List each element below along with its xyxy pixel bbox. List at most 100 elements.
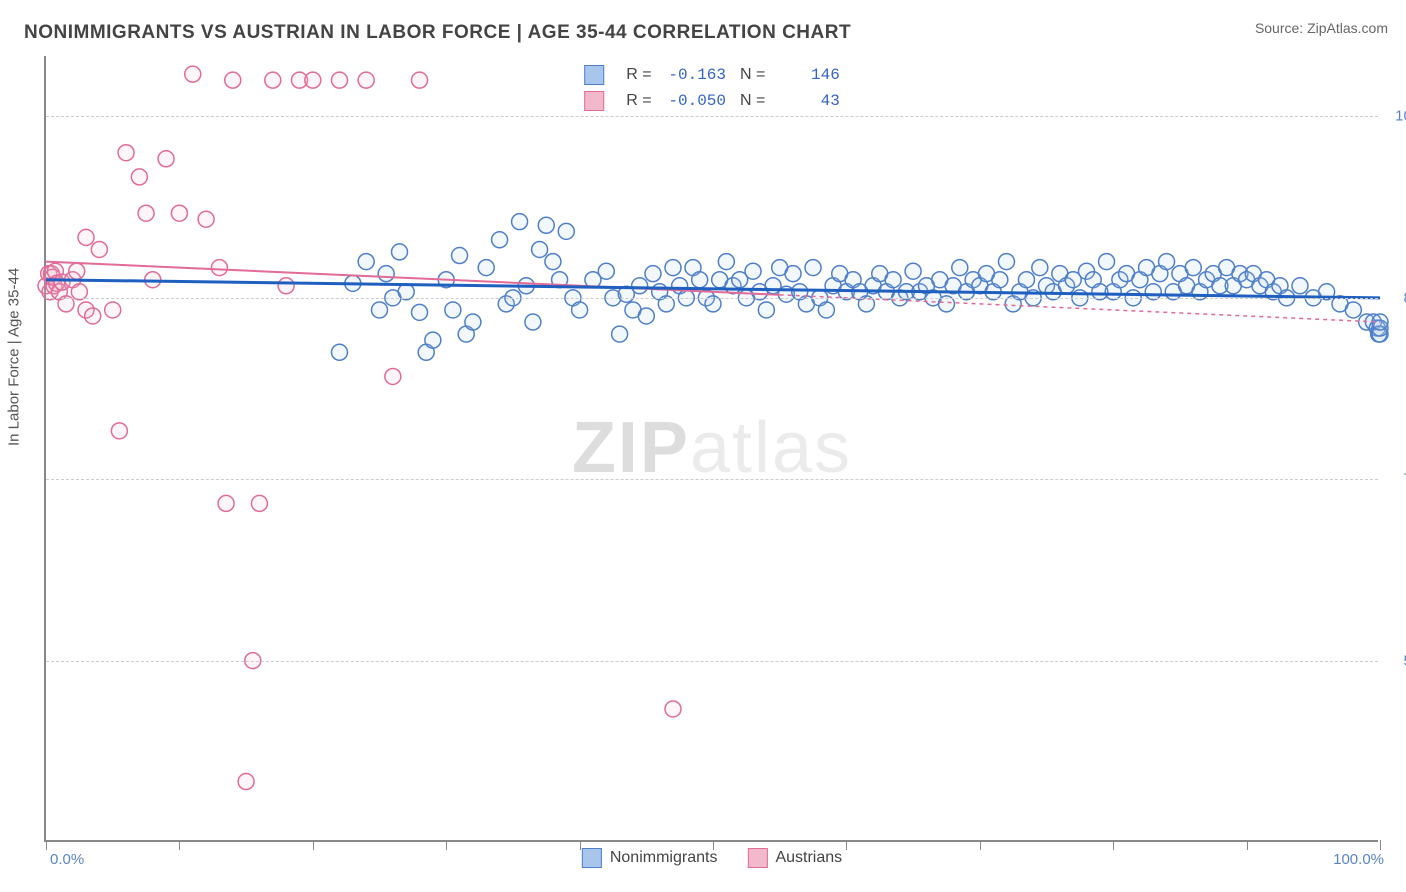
x-tick — [580, 840, 581, 850]
swatch-nonimmigrants-icon — [584, 65, 604, 85]
grid-line — [46, 298, 1378, 299]
scatter-point — [805, 260, 821, 276]
scatter-point — [358, 72, 374, 88]
scatter-point — [992, 272, 1008, 288]
n-value-austrians: 43 — [770, 88, 840, 114]
scatter-point — [745, 263, 761, 279]
scatter-point — [718, 254, 734, 270]
scatter-point — [572, 302, 588, 318]
r-label: R = — [626, 66, 651, 83]
legend-item-nonimmigrants: Nonimmigrants — [582, 848, 718, 868]
x-tick — [1380, 840, 1381, 850]
scatter-point — [412, 304, 428, 320]
scatter-point — [372, 302, 388, 318]
scatter-point — [78, 229, 94, 245]
scatter-point — [478, 260, 494, 276]
scatter-point — [952, 260, 968, 276]
grid-line — [46, 116, 1378, 117]
n-label: N = — [740, 92, 765, 109]
scatter-point — [445, 302, 461, 318]
scatter-point — [612, 326, 628, 342]
scatter-point — [105, 302, 121, 318]
scatter-point — [385, 368, 401, 384]
legend-label-austrians: Austrians — [775, 849, 842, 866]
scatter-point — [638, 308, 654, 324]
n-label: N = — [740, 66, 765, 83]
scatter-point — [465, 314, 481, 330]
scatter-point — [545, 254, 561, 270]
n-value-nonimmigrants: 146 — [770, 62, 840, 88]
x-label-max: 100.0% — [1333, 851, 1384, 868]
scatter-point — [378, 266, 394, 282]
scatter-point — [111, 423, 127, 439]
x-tick — [1113, 840, 1114, 850]
swatch-austrians-icon — [584, 91, 604, 111]
scatter-point — [532, 241, 548, 257]
y-axis-title: In Labor Force | Age 35-44 — [6, 268, 23, 446]
scatter-point — [392, 244, 408, 260]
scatter-point — [91, 241, 107, 257]
legend-row-austrians: R = -0.050 N = 43 — [584, 88, 840, 114]
scatter-point — [692, 272, 708, 288]
scatter-point — [1099, 254, 1115, 270]
scatter-point — [211, 260, 227, 276]
grid-line — [46, 479, 1378, 480]
x-tick — [980, 840, 981, 850]
x-tick — [313, 840, 314, 850]
scatter-point — [198, 211, 214, 227]
x-tick — [1247, 840, 1248, 850]
scatter-point — [171, 205, 187, 221]
scatter-point — [218, 495, 234, 511]
scatter-point — [758, 302, 774, 318]
y-tick-label: 100.0% — [1395, 108, 1406, 125]
scatter-point — [158, 151, 174, 167]
scatter-point — [512, 214, 528, 230]
scatter-point — [665, 701, 681, 717]
scatter-point — [492, 232, 508, 248]
scatter-point — [818, 302, 834, 318]
scatter-point — [1185, 260, 1201, 276]
scatter-point — [452, 248, 468, 264]
scatter-point — [118, 145, 134, 161]
legend-item-austrians: Austrians — [747, 848, 842, 868]
x-tick — [46, 840, 47, 850]
legend-label-nonimmigrants: Nonimmigrants — [610, 849, 718, 866]
scatter-point — [425, 332, 441, 348]
scatter-point — [225, 72, 241, 88]
grid-line — [46, 661, 1378, 662]
scatter-point — [538, 217, 554, 233]
scatter-point — [185, 66, 201, 82]
scatter-point — [331, 72, 347, 88]
scatter-point — [785, 266, 801, 282]
plot-area: ZIPatlas 55.0%70.0%85.0%100.0% 0.0% 100.… — [44, 56, 1378, 842]
legend-row-nonimmigrants: R = -0.163 N = 146 — [584, 62, 840, 88]
x-tick — [446, 840, 447, 850]
r-label: R = — [626, 92, 651, 109]
scatter-point — [331, 344, 347, 360]
scatter-point — [1018, 272, 1034, 288]
scatter-point — [558, 223, 574, 239]
r-value-nonimmigrants: -0.163 — [656, 62, 726, 88]
r-value-austrians: -0.050 — [656, 88, 726, 114]
swatch-austrians-icon — [747, 848, 767, 868]
scatter-point — [278, 278, 294, 294]
swatch-nonimmigrants-icon — [582, 848, 602, 868]
scatter-point — [131, 169, 147, 185]
scatter-point — [265, 72, 281, 88]
scatter-point — [85, 308, 101, 324]
x-label-min: 0.0% — [50, 851, 84, 868]
scatter-point — [412, 72, 428, 88]
correlation-legend: R = -0.163 N = 146 R = -0.050 N = 43 — [584, 62, 840, 114]
chart-title: NONIMMIGRANTS VS AUSTRIAN IN LABOR FORCE… — [24, 22, 851, 44]
scatter-point — [305, 72, 321, 88]
scatter-point — [632, 278, 648, 294]
x-tick — [179, 840, 180, 850]
scatter-point — [525, 314, 541, 330]
scatter-point — [1032, 260, 1048, 276]
scatter-point — [885, 272, 901, 288]
series-legend: Nonimmigrants Austrians — [582, 848, 842, 868]
x-tick — [846, 840, 847, 850]
scatter-point — [1345, 302, 1361, 318]
scatter-point — [251, 495, 267, 511]
scatter-point — [998, 254, 1014, 270]
